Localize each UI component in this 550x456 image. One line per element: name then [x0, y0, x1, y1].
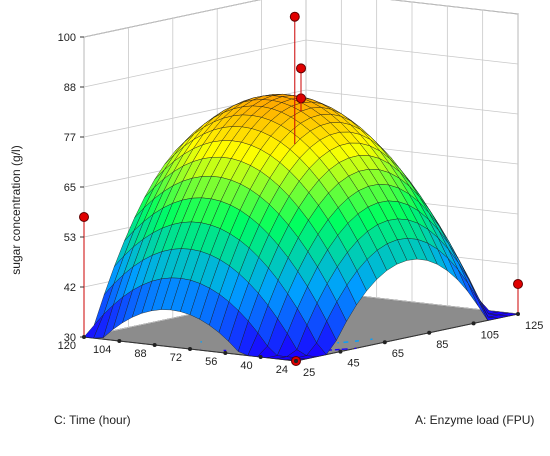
z-tick-label: 88 — [64, 82, 76, 94]
design-point — [513, 279, 523, 289]
design-point — [296, 63, 306, 74]
z-tick-label: 100 — [58, 32, 76, 44]
y-tick — [152, 343, 157, 347]
y-tick-label: 104 — [93, 344, 111, 356]
x-tick-label: 25 — [303, 367, 315, 379]
y-tick — [294, 359, 298, 363]
z-tick-label: 42 — [64, 282, 76, 294]
y-tick — [82, 335, 86, 339]
y-tick-label: 40 — [240, 360, 252, 372]
y-tick-label: 88 — [134, 348, 146, 360]
y-tick — [223, 351, 228, 355]
z-gridline — [83, 0, 519, 38]
x-tick — [471, 321, 476, 326]
z-tick-label: 53 — [64, 232, 76, 244]
y-tick — [117, 339, 122, 343]
x-tick-label: 65 — [392, 348, 404, 360]
y-tick-label: 56 — [205, 356, 217, 368]
y-tick — [258, 355, 263, 359]
x-axis-title: A: Enzyme load (FPU) — [415, 413, 534, 427]
z-tick-label: 30 — [64, 332, 76, 344]
x-tick — [427, 330, 432, 335]
design-point — [79, 212, 89, 222]
x-tick — [338, 349, 343, 354]
y-tick-label: 24 — [276, 364, 288, 376]
z-tick-label: 65 — [64, 182, 76, 194]
axis-ticks: 30 42 53 65 77 88 100 25 45 65 85 105 125 24 40 56 72 88 1… — [58, 32, 544, 379]
x-tick-label: 45 — [347, 358, 359, 370]
z-axis-title: sugar concentration (g/l) — [9, 145, 23, 274]
x-tick — [516, 312, 520, 316]
response-surface — [83, 93, 519, 362]
x-tick-label: 105 — [481, 329, 499, 341]
y-tick-label: 72 — [170, 352, 182, 364]
design-point — [289, 11, 300, 22]
x-tick-label: 125 — [525, 320, 543, 332]
surface-cell — [457, 269, 478, 306]
z-tick-label: 77 — [64, 132, 76, 144]
y-axis-title: C: Time (hour) — [54, 413, 131, 427]
y-tick — [188, 347, 192, 351]
y-tick-label: 120 — [58, 340, 76, 352]
x-tick — [382, 340, 387, 345]
x-tick-label: 85 — [436, 339, 448, 351]
